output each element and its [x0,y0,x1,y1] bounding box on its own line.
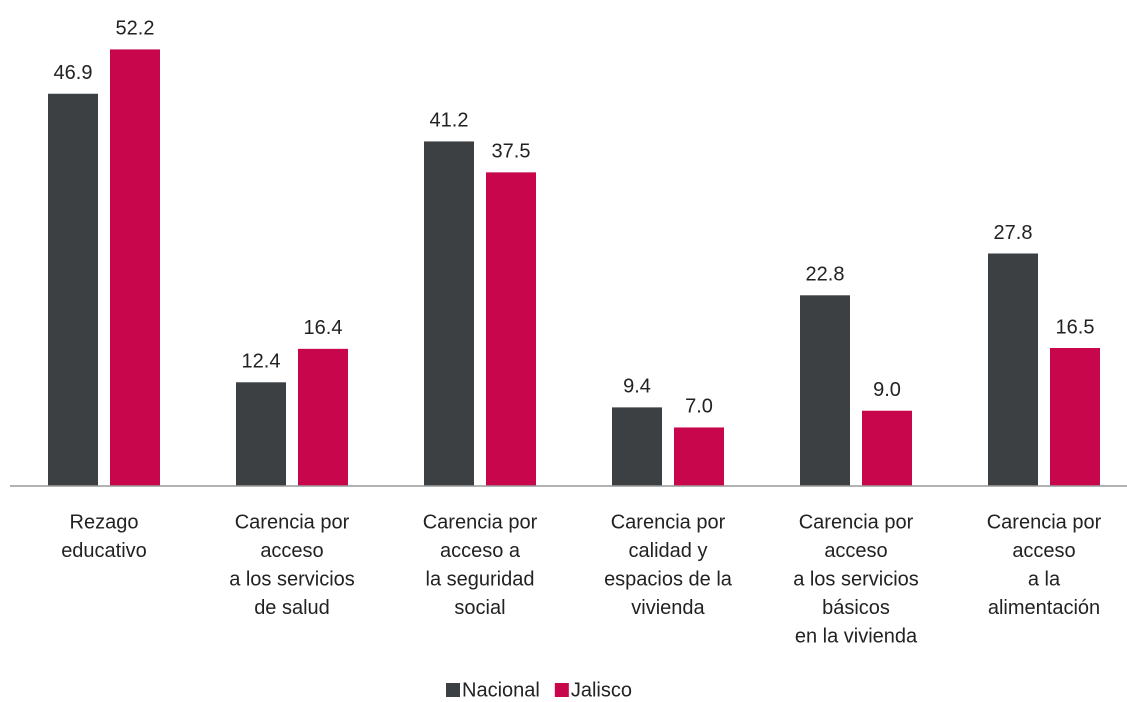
x-tick-label: en la vivienda [795,625,918,647]
bar [612,407,662,486]
value-label: 16.4 [304,317,343,339]
value-label: 12.4 [242,351,281,373]
legend-label: Jalisco [571,679,632,701]
bar [862,410,912,486]
value-label: 37.5 [492,141,531,163]
x-tick-label: Carencia por [799,511,914,533]
legend-swatch [554,683,569,697]
x-tick-label: a los servicios [793,568,919,590]
bar [110,49,160,486]
bar [1050,348,1100,486]
x-tick-label: básicos [822,597,890,619]
value-label: 27.8 [994,222,1033,244]
value-label: 46.9 [54,62,93,84]
bar [988,253,1038,486]
x-tick-label: acceso [260,540,323,562]
value-label: 52.2 [116,18,155,40]
x-tick-label: espacios de la [604,568,733,590]
x-tick-label: vivienda [631,597,705,619]
x-tick-label: Carencia por [235,511,350,533]
bar [298,348,348,486]
x-tick-label: la seguridad [426,568,535,590]
x-tick-label: Rezago [70,511,139,533]
x-tick-label: acceso a [440,540,521,562]
x-tick-label: acceso [1012,540,1075,562]
bar [424,141,474,486]
legend-label: Nacional [462,679,540,701]
value-label: 7.0 [685,396,713,418]
x-tick-label: Carencia por [611,511,726,533]
legend-swatch [446,683,460,697]
x-tick-label: alimentación [988,597,1100,619]
x-tick-label: de salud [254,597,330,619]
x-tick-label: social [454,597,505,619]
x-tick-label: calidad y [629,540,708,562]
bar [674,427,724,486]
value-label: 9.4 [623,376,651,398]
x-tick-label: a la [1028,568,1061,590]
x-tick-label: educativo [61,540,147,562]
value-label: 22.8 [806,264,845,286]
x-tick-label: Carencia por [423,511,538,533]
value-label: 16.5 [1056,316,1095,338]
bar [236,382,286,486]
value-label: 41.2 [430,110,469,132]
value-label: 9.0 [873,379,901,401]
bar [48,93,98,486]
bar [800,295,850,486]
x-tick-label: a los servicios [229,568,355,590]
bar [486,172,536,486]
x-tick-label: acceso [824,540,887,562]
x-tick-label: Carencia por [987,511,1102,533]
